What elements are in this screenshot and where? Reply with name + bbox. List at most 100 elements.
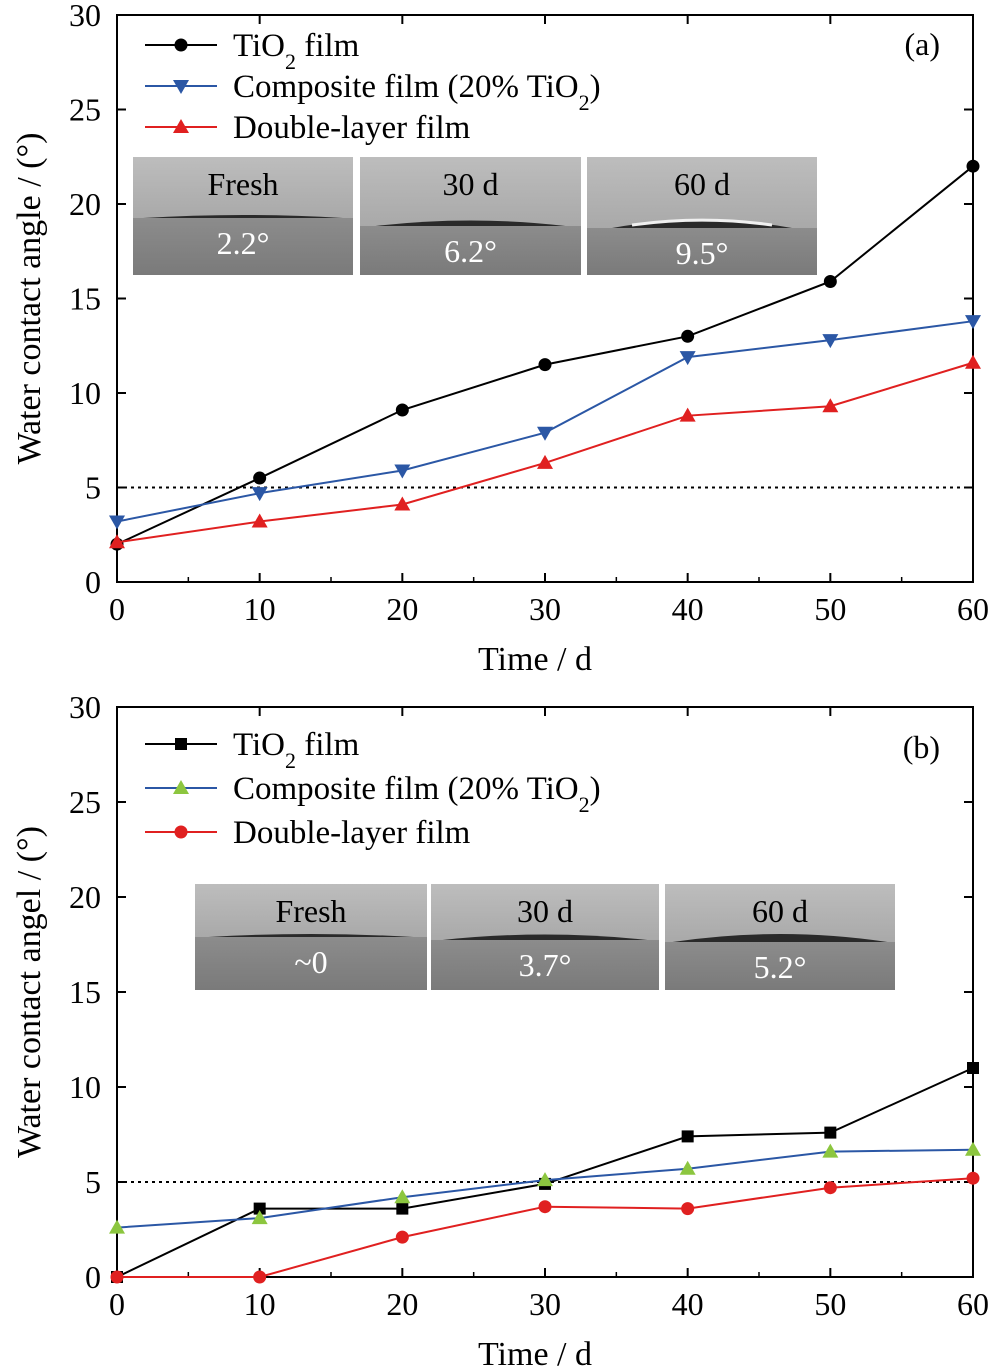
y-tick-label: 30 (69, 689, 101, 725)
data-point (251, 487, 268, 502)
inset-value: 5.2° (754, 949, 807, 985)
x-tick-label: 10 (244, 1286, 276, 1322)
inset-background (431, 884, 659, 940)
legend-label: TiO2 film (233, 28, 360, 74)
data-point (110, 1270, 124, 1284)
droplet-shape (672, 934, 888, 942)
inset-background (195, 884, 427, 937)
legend-label: Double-layer film (233, 110, 471, 146)
x-tick-label: 10 (244, 591, 276, 627)
y-tick-label: 10 (69, 1069, 101, 1105)
series-2 (109, 315, 981, 530)
legend-marker (173, 80, 189, 94)
legend-label: Composite film (20% TiO2) (233, 69, 601, 115)
data-point (967, 1062, 979, 1074)
inset-photo-3: 60 d 5.2° (665, 884, 895, 990)
inset-label: 60 d (674, 166, 730, 202)
data-point (109, 1219, 125, 1234)
x-tick-label: 50 (814, 1286, 846, 1322)
y-axis-title: Water contact angle / (°) (11, 133, 48, 465)
inset-background (360, 157, 581, 226)
data-point (681, 1130, 694, 1143)
inset-label: 60 d (752, 893, 808, 929)
inset-value: 3.7° (519, 947, 572, 983)
legend-marker (175, 738, 187, 750)
series-3 (110, 1171, 980, 1284)
data-point (109, 515, 125, 530)
droplet-shape (375, 220, 566, 226)
x-tick-label: 50 (814, 591, 846, 627)
data-point (253, 1270, 267, 1284)
legend-marker (173, 119, 189, 133)
y-tick-label: 30 (69, 0, 101, 33)
y-tick-label: 5 (85, 1164, 101, 1200)
inset-value: 9.5° (676, 235, 729, 271)
x-tick-label: 20 (386, 591, 418, 627)
y-tick-label: 5 (85, 470, 101, 506)
data-point (251, 513, 268, 528)
inset-label: Fresh (275, 893, 346, 929)
data-point (823, 1181, 837, 1195)
data-point (537, 426, 553, 441)
inset-photo-2: 30 d 6.2° (360, 157, 581, 275)
x-tick-label: 20 (386, 1286, 418, 1322)
data-point (253, 471, 267, 485)
inset-substrate (133, 218, 353, 275)
series-3 (109, 354, 981, 549)
inset-photo-2: 30 d 3.7° (431, 884, 659, 990)
data-point (681, 329, 695, 343)
inset-photo-1: Fresh ~0 (195, 884, 427, 990)
inset-value: ~0 (294, 944, 327, 980)
data-point (251, 1210, 268, 1225)
data-point (109, 534, 125, 549)
series-line (116, 320, 974, 523)
data-point (394, 464, 411, 479)
inset-label: 30 d (443, 166, 499, 202)
y-tick-label: 20 (69, 186, 101, 222)
inset-label: 30 d (517, 893, 573, 929)
data-point (966, 1171, 980, 1185)
droplet-highlight (631, 218, 773, 227)
series-2 (109, 1141, 981, 1234)
data-point (679, 407, 696, 422)
inset-label: Fresh (207, 166, 278, 202)
data-point (396, 1202, 409, 1215)
y-tick-label: 0 (85, 1259, 101, 1295)
data-point (824, 1126, 837, 1139)
inset-value: 2.2° (217, 225, 270, 261)
legend-marker (174, 825, 188, 839)
inset-background (665, 884, 895, 942)
series-line (116, 361, 974, 544)
panel-label: (a) (904, 26, 940, 62)
data-point (394, 1189, 411, 1204)
data-point (394, 496, 411, 511)
data-point (395, 403, 409, 417)
legend-label: Composite film (20% TiO2) (233, 771, 601, 817)
data-point (965, 315, 981, 330)
x-tick-label: 0 (109, 1286, 125, 1322)
series-line (117, 1177, 974, 1278)
inset-background (587, 157, 817, 228)
data-point (822, 398, 839, 413)
y-tick-label: 10 (69, 375, 101, 411)
y-tick-label: 25 (69, 784, 101, 820)
y-tick-label: 0 (85, 564, 101, 600)
data-point (679, 1160, 696, 1175)
data-point (822, 334, 839, 349)
panel-label: (b) (903, 729, 940, 765)
data-point (537, 1172, 553, 1187)
legend-marker (173, 780, 189, 794)
x-tick-label: 40 (672, 1286, 704, 1322)
y-tick-label: 20 (69, 879, 101, 915)
inset-value: 6.2° (444, 233, 497, 269)
x-tick-label: 30 (529, 1286, 561, 1322)
x-tick-label: 30 (529, 591, 561, 627)
data-point (679, 351, 696, 366)
x-tick-label: 40 (672, 591, 704, 627)
inset-substrate (665, 942, 895, 990)
x-tick-label: 0 (109, 591, 125, 627)
inset-background (133, 157, 353, 218)
data-point (537, 454, 553, 469)
